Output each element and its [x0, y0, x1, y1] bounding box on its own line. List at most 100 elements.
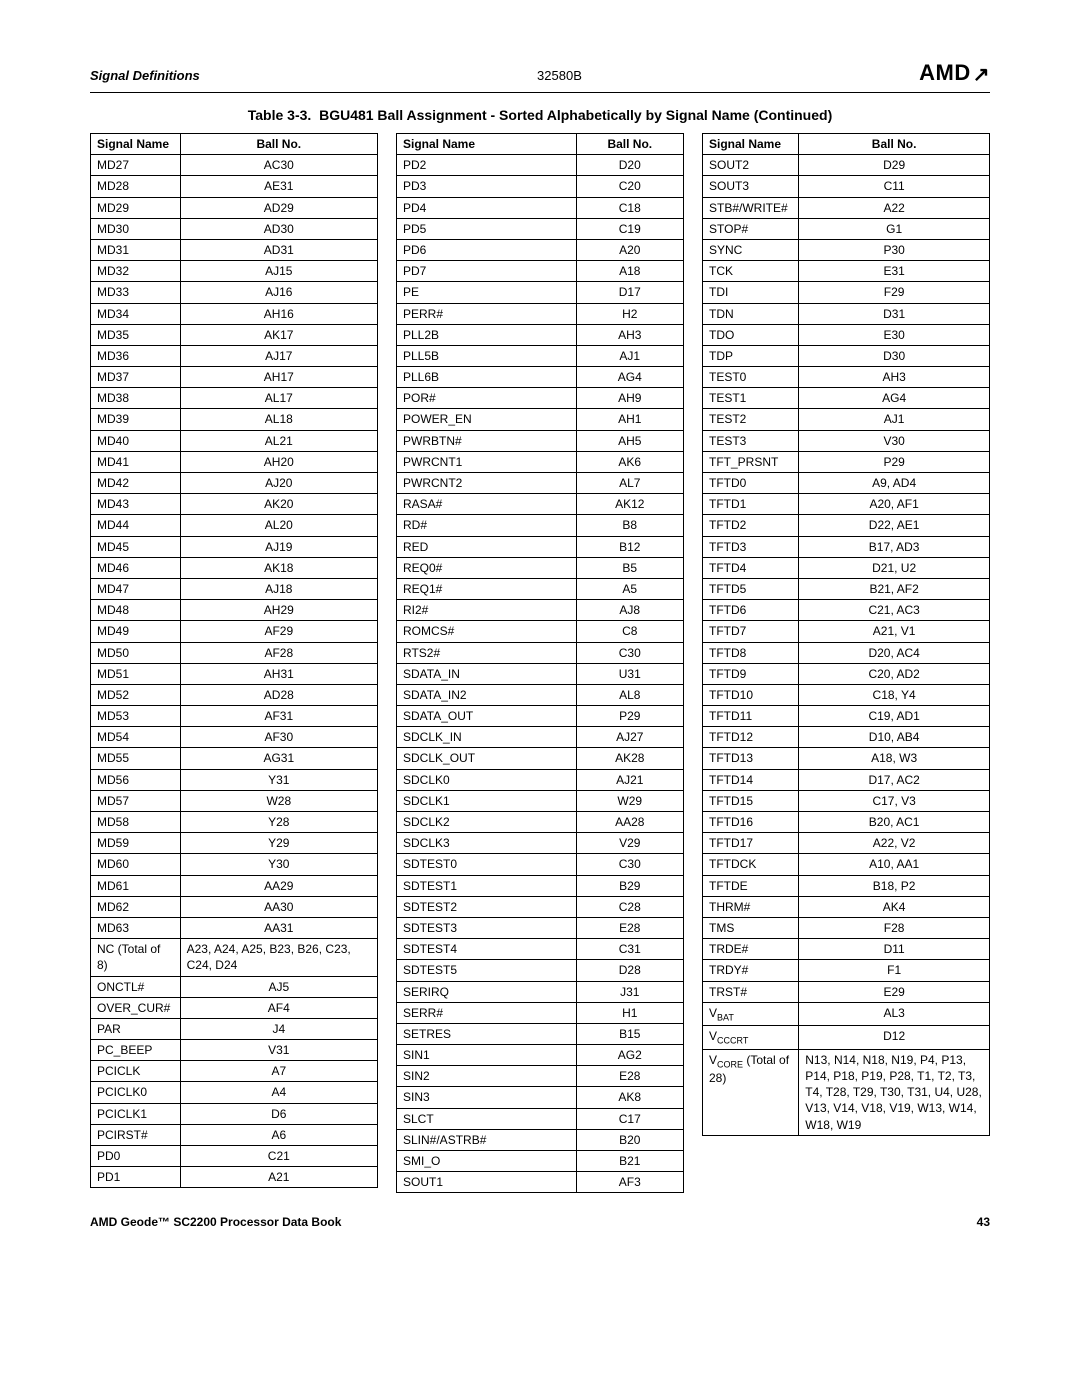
- table-row: RTS2#C30: [397, 642, 684, 663]
- table-row: PWRBTN#AH5: [397, 430, 684, 451]
- table-row: MD51AH31: [91, 663, 378, 684]
- table-row: MD53AF31: [91, 706, 378, 727]
- ball-no-cell: P29: [576, 706, 683, 727]
- signal-name-cell: PD3: [397, 176, 577, 197]
- signal-name-cell: TFTD7: [703, 621, 799, 642]
- ball-no-cell: AL20: [180, 515, 377, 536]
- ball-no-cell: V29: [576, 833, 683, 854]
- signal-name-cell: MD51: [91, 663, 181, 684]
- table-row: MD35AK17: [91, 324, 378, 345]
- signal-name-cell: TRST#: [703, 981, 799, 1002]
- ball-no-cell: Y30: [180, 854, 377, 875]
- ball-no-cell: AK18: [180, 557, 377, 578]
- signal-name-cell: SIN3: [397, 1087, 577, 1108]
- ball-no-cell: E28: [576, 917, 683, 938]
- signal-name-cell: TFTD16: [703, 812, 799, 833]
- table-row: TFTD3B17, AD3: [703, 536, 990, 557]
- ball-no-cell: C20, AD2: [799, 663, 990, 684]
- ball-no-cell: C30: [576, 642, 683, 663]
- ball-no-cell: A18, W3: [799, 748, 990, 769]
- table-row: ROMCS#C8: [397, 621, 684, 642]
- signal-name-cell: TFTDE: [703, 875, 799, 896]
- ball-no-cell: J31: [576, 981, 683, 1002]
- ball-no-cell: B15: [576, 1023, 683, 1044]
- ball-no-cell: C17: [576, 1108, 683, 1129]
- table-row: TDND31: [703, 303, 990, 324]
- ball-no-cell: C21: [180, 1146, 377, 1167]
- signal-name-cell: PD0: [91, 1146, 181, 1167]
- ball-no-cell: AG31: [180, 748, 377, 769]
- table-row: MD30AD30: [91, 218, 378, 239]
- signal-name-cell: SIN2: [397, 1066, 577, 1087]
- table-row: MD54AF30: [91, 727, 378, 748]
- ball-no-cell: E31: [799, 261, 990, 282]
- table-row: SDATA_INU31: [397, 663, 684, 684]
- ball-no-cell: C18: [576, 197, 683, 218]
- signal-name-cell: MD34: [91, 303, 181, 324]
- signal-name-cell: NC (Total of 8): [91, 939, 181, 976]
- signal-name-cell: SYNC: [703, 239, 799, 260]
- ball-no-cell: AD31: [180, 239, 377, 260]
- table-row: MD27AC30: [91, 155, 378, 176]
- signal-table-1: Signal Name Ball No. MD27AC30MD28AE31MD2…: [90, 133, 378, 1188]
- signal-name-cell: TFTD1: [703, 494, 799, 515]
- table-row: SETRESB15: [397, 1023, 684, 1044]
- ball-no-cell: B18, P2: [799, 875, 990, 896]
- table-row: TFTDEB18, P2: [703, 875, 990, 896]
- table-row: MD33AJ16: [91, 282, 378, 303]
- signal-name-cell: PWRBTN#: [397, 430, 577, 451]
- ball-no-cell: AF28: [180, 642, 377, 663]
- table-row: STOP#G1: [703, 218, 990, 239]
- ball-no-cell: D17, AC2: [799, 769, 990, 790]
- ball-no-cell: P29: [799, 451, 990, 472]
- signal-name-cell: PCICLK: [91, 1061, 181, 1082]
- ball-no-cell: AH1: [576, 409, 683, 430]
- signal-name-cell: TRDY#: [703, 960, 799, 981]
- table-row: TFTD13A18, W3: [703, 748, 990, 769]
- table-row: SIN2E28: [397, 1066, 684, 1087]
- signal-name-cell: SDTEST1: [397, 875, 577, 896]
- signal-name-cell: TFTD15: [703, 790, 799, 811]
- table-row: PCICLK0A4: [91, 1082, 378, 1103]
- ball-no-cell: AL18: [180, 409, 377, 430]
- table-row: MD59Y29: [91, 833, 378, 854]
- ball-no-cell: AF30: [180, 727, 377, 748]
- table-row: PD3C20: [397, 176, 684, 197]
- signal-name-cell: THRM#: [703, 896, 799, 917]
- table-row: TFTD8D20, AC4: [703, 642, 990, 663]
- ball-no-cell: E29: [799, 981, 990, 1002]
- ball-no-cell: Y28: [180, 812, 377, 833]
- signal-name-cell: SDCLK2: [397, 812, 577, 833]
- table-row: TFTD14D17, AC2: [703, 769, 990, 790]
- table-row: SIN3AK8: [397, 1087, 684, 1108]
- ball-no-cell: AJ17: [180, 345, 377, 366]
- ball-no-cell: B21: [576, 1151, 683, 1172]
- signal-name-cell: ONCTL#: [91, 976, 181, 997]
- table-title: Table 3-3. BGU481 Ball Assignment - Sort…: [90, 107, 990, 123]
- ball-no-cell: AD29: [180, 197, 377, 218]
- ball-no-cell: AD28: [180, 684, 377, 705]
- ball-no-cell: A4: [180, 1082, 377, 1103]
- signal-name-cell: SDCLK1: [397, 790, 577, 811]
- signal-name-cell: ROMCS#: [397, 621, 577, 642]
- signal-name-cell: MD60: [91, 854, 181, 875]
- ball-no-cell: AG4: [799, 388, 990, 409]
- signal-name-cell: SDTEST3: [397, 917, 577, 938]
- table-row: VBATAL3: [703, 1002, 990, 1026]
- ball-no-cell: AE31: [180, 176, 377, 197]
- ball-no-cell: B17, AD3: [799, 536, 990, 557]
- signal-name-cell: SLCT: [397, 1108, 577, 1129]
- signal-name-cell: SERR#: [397, 1002, 577, 1023]
- table-row: MD63AA31: [91, 917, 378, 938]
- signal-name-cell: SDTEST0: [397, 854, 577, 875]
- table-row: TFTD16B20, AC1: [703, 812, 990, 833]
- signal-name-cell: RTS2#: [397, 642, 577, 663]
- table-row: PLL6BAG4: [397, 367, 684, 388]
- ball-no-cell: AD30: [180, 218, 377, 239]
- signal-name-cell: TFTD2: [703, 515, 799, 536]
- signal-name-cell: TDO: [703, 324, 799, 345]
- ball-no-cell: C19, AD1: [799, 706, 990, 727]
- ball-no-cell: D12: [799, 1026, 990, 1050]
- signal-name-cell: MD58: [91, 812, 181, 833]
- signal-name-cell: TEST0: [703, 367, 799, 388]
